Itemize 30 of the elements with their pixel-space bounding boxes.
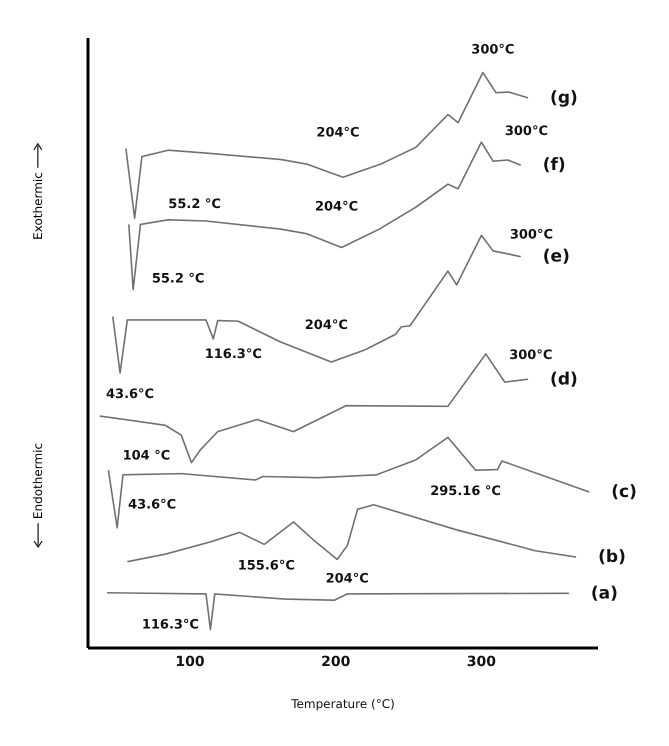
annotation: 116.3°C: [142, 618, 199, 633]
annotation: 204°C: [314, 199, 358, 214]
x-tick-label: 100: [175, 654, 205, 670]
annotation: 55.2 °C: [168, 197, 221, 212]
annotation: 204°C: [304, 318, 348, 333]
series-label: (g): [550, 88, 578, 108]
annotation: 116.3°C: [204, 346, 262, 362]
annotation: 104 °C: [122, 448, 170, 464]
annotation: 43.6°C: [106, 386, 154, 402]
series-label: (a): [590, 583, 618, 604]
text: Endothermic: [31, 442, 45, 519]
series-label: (e): [542, 246, 570, 267]
annotation: 300°C: [471, 42, 514, 58]
x-tick-label: 300: [466, 654, 496, 670]
annotation: 155.6°C: [238, 558, 295, 574]
annotation: 300°C: [510, 227, 554, 242]
series-label: (b): [598, 547, 626, 568]
annotation: 295.16 °C: [430, 484, 501, 500]
annotation: 300°C: [504, 124, 548, 140]
annotation: 204°C: [316, 125, 360, 140]
x-axis-title: Temperature (°C): [290, 697, 395, 711]
series-label: (d): [550, 369, 578, 390]
annotation: 300°C: [509, 348, 552, 363]
annotation: 55.2 °C: [152, 271, 204, 286]
series-label: (c): [611, 482, 637, 502]
annotation: 43.6°C: [128, 498, 176, 513]
annotation: 204°C: [326, 571, 369, 586]
series-label: (f): [542, 155, 566, 176]
x-tick-label: 200: [321, 654, 351, 670]
text: Exothermic: [31, 172, 46, 240]
